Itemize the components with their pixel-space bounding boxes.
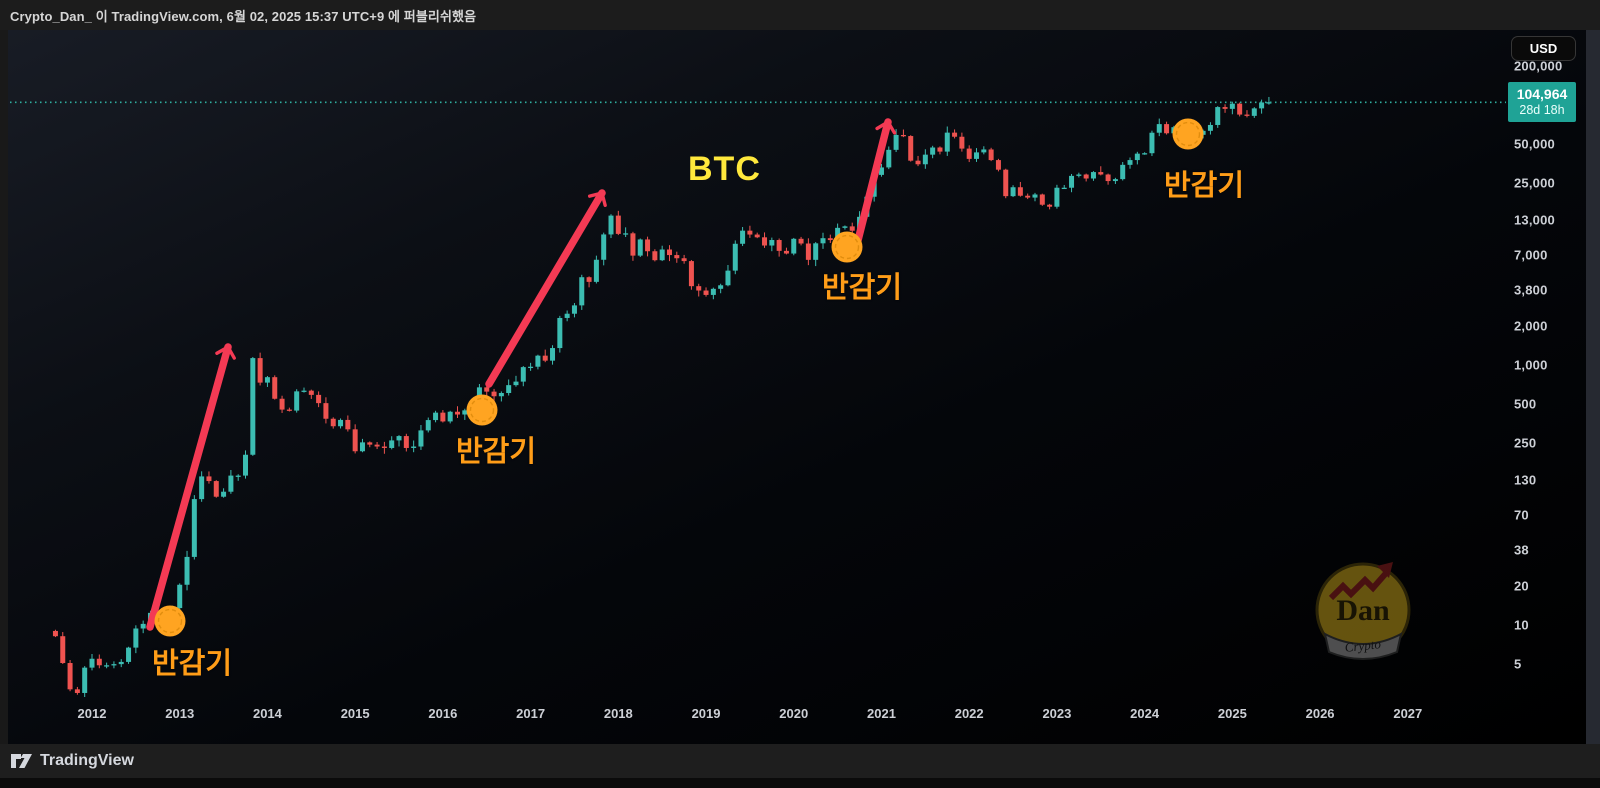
time-axis-tick: 2019 bbox=[691, 706, 721, 721]
bottom-strip bbox=[0, 778, 1600, 788]
price-axis-tick: 250 bbox=[1514, 435, 1537, 451]
halving-coin-markers bbox=[154, 118, 1204, 637]
time-axis-tick: 2012 bbox=[77, 706, 107, 721]
time-axis-tick: 2016 bbox=[428, 706, 458, 721]
time-axis-tick: 2018 bbox=[603, 706, 633, 721]
tradingview-logo-icon bbox=[11, 754, 32, 768]
price-axis-tick: 5 bbox=[1514, 656, 1522, 672]
last-price-value: 104,964 bbox=[1516, 85, 1568, 102]
halving-annotation-label: 반감기 bbox=[152, 648, 233, 680]
halving-annotation-label: 반감기 bbox=[456, 436, 537, 468]
time-axis-tick: 2026 bbox=[1305, 706, 1335, 721]
publish-header: Crypto_Dan_ 이 TradingView.com, 6월 02, 20… bbox=[0, 0, 1600, 30]
price-axis-tick: 130 bbox=[1514, 472, 1537, 488]
price-axis-tick: 3,800 bbox=[1514, 282, 1548, 298]
svg-text:Dan: Dan bbox=[1336, 594, 1390, 627]
time-axis-tick: 2022 bbox=[954, 706, 984, 721]
currency-toggle-button[interactable]: USD bbox=[1511, 36, 1576, 61]
time-axis-tick: 2013 bbox=[165, 706, 195, 721]
publish-info-text: Crypto_Dan_ 이 TradingView.com, 6월 02, 20… bbox=[10, 8, 477, 24]
time-axis-tick: 2027 bbox=[1393, 706, 1423, 721]
halving-annotation-label: 반감기 bbox=[822, 272, 903, 304]
symbol-annotation: BTC bbox=[688, 150, 761, 188]
price-axis-tick: 25,000 bbox=[1514, 175, 1555, 191]
price-axis-tick: 20 bbox=[1514, 578, 1529, 594]
footer-bar: TradingView bbox=[0, 744, 1600, 778]
candles-layer bbox=[52, 96, 1272, 697]
time-axis-tick: 2023 bbox=[1042, 706, 1072, 721]
time-axis-tick: 2015 bbox=[340, 706, 370, 721]
right-scroll-strip[interactable] bbox=[1586, 30, 1600, 744]
price-axis-tick: 70 bbox=[1514, 507, 1529, 523]
time-axis-tick: 2014 bbox=[252, 706, 282, 721]
time-axis-tick: 2024 bbox=[1130, 706, 1160, 721]
last-price-badge[interactable]: 104,964 28d 18h bbox=[1508, 82, 1576, 123]
price-axis-tick: 200,000 bbox=[1514, 58, 1563, 74]
halving-arrows bbox=[146, 118, 897, 631]
price-axis-tick: 10 bbox=[1514, 617, 1529, 633]
price-axis-tick: 500 bbox=[1514, 396, 1537, 412]
dan-crypto-watermark-logo: Dan Crypto bbox=[1315, 562, 1411, 660]
time-axis-tick: 2020 bbox=[779, 706, 809, 721]
time-axis-tick: 2025 bbox=[1217, 706, 1247, 721]
time-axis-tick: 2021 bbox=[867, 706, 896, 721]
price-axis-tick: 38 bbox=[1514, 542, 1529, 558]
left-margin-strip bbox=[0, 30, 8, 744]
price-axis-tick: 50,000 bbox=[1514, 136, 1555, 152]
price-axis-tick: 13,000 bbox=[1514, 212, 1555, 228]
svg-text:Crypto: Crypto bbox=[1344, 636, 1382, 655]
tradingview-brand-link[interactable]: TradingView bbox=[10, 751, 134, 771]
halving-annotation-label: 반감기 bbox=[1164, 170, 1245, 202]
candle-countdown: 28d 18h bbox=[1519, 103, 1565, 118]
tradingview-brand-text: TradingView bbox=[40, 752, 134, 769]
price-axis-tick: 7,000 bbox=[1514, 247, 1548, 263]
price-axis-tick: 1,000 bbox=[1514, 357, 1548, 373]
time-axis-tick: 2017 bbox=[516, 706, 546, 721]
price-axis-tick: 2,000 bbox=[1514, 318, 1548, 334]
